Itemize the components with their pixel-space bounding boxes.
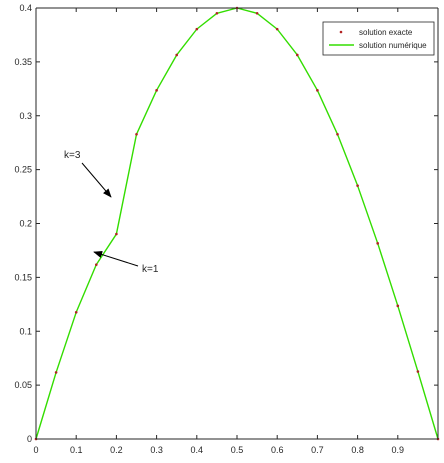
x-tick-label-5: 0.5 <box>231 445 244 455</box>
x-tick-label-4: 0.4 <box>191 445 204 455</box>
annotation-k1-arrow <box>93 251 139 267</box>
annotation-k3: k=3 <box>64 150 112 198</box>
x-tick-label-2: 0.2 <box>110 445 123 455</box>
legend-label-exact: solution exacte <box>359 28 413 37</box>
annotation-k1-label: k=1 <box>142 264 159 275</box>
exact-point-9 <box>215 11 219 15</box>
legend-label-numeric: solution numérique <box>359 41 427 50</box>
y-tick-label-0: 0 <box>27 434 32 444</box>
legend: solution exacte solution numérique <box>322 21 435 56</box>
exact-point-12 <box>275 27 279 31</box>
exact-point-16 <box>356 184 359 187</box>
annotation-k3-arrow <box>81 162 112 198</box>
y-tick-label-3: 0.15 <box>14 272 32 282</box>
exact-point-13 <box>296 53 299 57</box>
exact-point-3 <box>95 263 98 266</box>
exact-point-18 <box>396 304 400 308</box>
x-tick-label-8: 0.8 <box>351 445 364 455</box>
exact-point-17 <box>376 242 380 245</box>
annotation-k1: k=1 <box>93 251 159 275</box>
x-tick-label-6: 0.6 <box>271 445 284 455</box>
legend-box <box>322 21 435 56</box>
exact-point-15 <box>336 132 339 136</box>
x-tick-label-7: 0.7 <box>311 445 324 455</box>
series-points-exact <box>34 6 440 441</box>
exact-point-14 <box>316 89 319 92</box>
exact-point-1 <box>54 371 58 374</box>
y-axis-ticks: 0 0.05 0.1 0.15 0.2 0.25 0.3 0.35 0.4 <box>14 3 438 444</box>
y-tick-label-6: 0.3 <box>19 111 32 121</box>
exact-point-4 <box>115 232 118 236</box>
exact-point-5 <box>135 132 138 136</box>
exact-point-11 <box>255 11 259 15</box>
y-tick-label-1: 0.05 <box>14 380 32 390</box>
x-tick-label-3: 0.3 <box>150 445 163 455</box>
y-tick-label-7: 0.35 <box>14 57 32 67</box>
y-tick-label-4: 0.2 <box>19 219 32 229</box>
x-tick-label-0: 0 <box>33 445 38 455</box>
y-tick-label-5: 0.25 <box>14 165 32 175</box>
exact-point-6 <box>155 89 158 92</box>
exact-point-19 <box>416 370 420 373</box>
x-tick-label-1: 0.1 <box>70 445 83 455</box>
legend-marker-exact <box>339 30 343 34</box>
exact-point-7 <box>175 53 178 57</box>
x-axis-ticks: 0 0.1 0.2 0.3 0.4 0.5 0.6 0.7 0.8 0.9 <box>33 8 404 455</box>
y-tick-label-8: 0.4 <box>19 3 32 13</box>
plot-area <box>36 8 438 439</box>
x-tick-label-9: 0.9 <box>392 445 405 455</box>
exact-point-8 <box>195 27 199 31</box>
exact-point-2 <box>74 310 78 314</box>
annotation-k3-label: k=3 <box>64 150 81 161</box>
y-tick-label-2: 0.1 <box>19 326 32 336</box>
